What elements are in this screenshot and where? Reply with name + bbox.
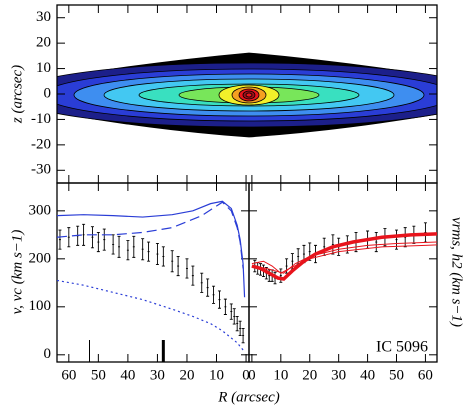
y-tick-label: 300: [29, 202, 52, 218]
error-bar: [191, 265, 195, 286]
x-tick-label: 50: [91, 367, 106, 383]
y-tick-label: 20: [36, 35, 51, 51]
x-tick-label: 0: [248, 367, 256, 383]
error-bar: [302, 244, 306, 264]
error-bar: [374, 231, 378, 253]
x-tick-label: 10: [209, 367, 224, 383]
error-bar: [241, 327, 245, 344]
y-tick-label: 0: [44, 346, 52, 362]
error-bar: [296, 248, 300, 265]
y-tick-label: 0: [44, 85, 52, 101]
model-line: [251, 232, 437, 281]
x-tick-label: 0: [242, 367, 250, 383]
error-bar: [200, 272, 204, 293]
x-tick-label: 20: [302, 367, 317, 383]
x-tick-label: 40: [120, 367, 135, 383]
error-bar: [176, 255, 180, 277]
error-bar: [155, 243, 159, 266]
error-bar: [111, 234, 115, 255]
x-tick-label: 60: [61, 367, 76, 383]
error-bar: [238, 320, 242, 337]
error-bar: [235, 315, 239, 332]
model-line: [57, 279, 244, 351]
annotation: IC 5096: [376, 339, 428, 356]
x-axis-title: R (arcsec): [217, 389, 280, 405]
x-tick-label: 40: [360, 367, 375, 383]
y-tick-label: -20: [31, 136, 51, 152]
error-bar: [58, 229, 62, 250]
y-tick-label: 10: [36, 60, 51, 76]
error-bar: [395, 229, 399, 250]
error-bar: [212, 285, 216, 304]
plot-area: [57, 200, 246, 362]
error-bar: [96, 231, 100, 253]
y-tick-label: 30: [36, 9, 51, 25]
y-axis-title: v, vc (km s−1): [9, 230, 25, 315]
error-bar: [170, 250, 174, 273]
left-panel-frame: [56, 182, 250, 363]
error-bar: [217, 290, 221, 309]
y-tick-label: -30: [31, 162, 51, 178]
error-bar: [423, 222, 427, 243]
error-bar: [67, 227, 71, 248]
x-tick-label: 10: [273, 367, 288, 383]
error-bar: [90, 226, 94, 249]
error-bar: [331, 234, 335, 255]
x-tick-label: 30: [331, 367, 346, 383]
error-bar: [117, 235, 121, 258]
error-bar: [229, 303, 233, 320]
x-tick-label: 30: [150, 367, 165, 383]
model-line: [57, 201, 244, 269]
model-line: [57, 200, 246, 298]
galaxy-contour-image: [57, 52, 437, 138]
model-line: [251, 241, 437, 274]
error-bar: [279, 268, 283, 283]
error-bar: [206, 278, 210, 297]
x-tick-label: 60: [418, 367, 433, 383]
error-bar: [147, 241, 151, 262]
error-bar: [132, 235, 136, 258]
error-bar: [322, 237, 326, 256]
y-tick-label: 100: [29, 298, 52, 314]
error-bar: [185, 258, 189, 279]
y-tick-label: 200: [29, 250, 52, 266]
error-bar: [285, 258, 289, 274]
error-bar: [223, 298, 227, 315]
error-bar: [308, 242, 312, 261]
error-bar: [141, 238, 145, 261]
x-tick-label: 20: [179, 367, 194, 383]
plot-area: [251, 222, 437, 285]
right-panel-frame: [248, 182, 438, 363]
error-bar: [126, 240, 130, 261]
y2-axis-title: vrms, h2 (km s−1): [449, 217, 465, 327]
y-tick-label: -10: [31, 111, 51, 127]
x-tick-label: 50: [389, 367, 404, 383]
error-bar: [403, 227, 407, 248]
y-axis-title: z (arcsec): [9, 65, 25, 124]
error-bar: [82, 223, 86, 246]
error-bar: [102, 228, 106, 251]
error-bar: [267, 269, 271, 282]
error-bar: [232, 308, 236, 325]
error-bar: [290, 253, 294, 270]
error-bar: [161, 246, 165, 267]
